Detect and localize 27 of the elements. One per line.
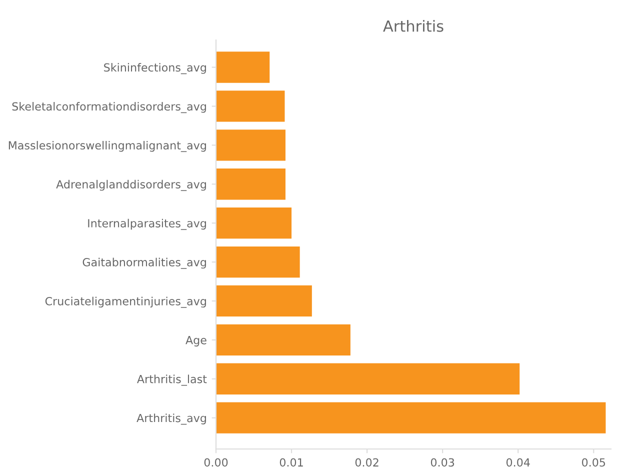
bar — [216, 130, 286, 161]
y-tick-label: Skininfections_avg — [104, 63, 206, 74]
x-tick-label: 0.01 — [280, 458, 303, 467]
y-tick-label: Masslesionorswellingmalignant_avg — [8, 140, 206, 152]
y-tick-label: Cruciateligamentinjuries_avg — [45, 296, 206, 308]
x-tick-label: 0.03 — [430, 458, 454, 467]
bar — [216, 207, 292, 239]
bar — [216, 402, 606, 434]
y-tick-label: Arthritis_last — [137, 374, 207, 386]
y-tick-label: Internalparasites_avg — [88, 218, 206, 230]
y-tick-label: Age — [186, 336, 206, 346]
y-tick-label: Adrenalglanddisorders_avg — [56, 180, 206, 191]
bar — [216, 90, 285, 122]
bar — [216, 324, 350, 356]
bar — [216, 52, 270, 83]
x-tick-label: 0.04 — [506, 458, 530, 467]
bar — [216, 363, 520, 394]
y-tick-label: Arthritis_avg — [136, 414, 206, 425]
x-tick-label: 0.02 — [355, 458, 378, 467]
y-tick-label: Skeletalconformationdisorders_avg — [12, 102, 206, 114]
x-tick-label: 0.05 — [582, 458, 606, 467]
chart-title: Arthritis — [383, 20, 444, 32]
y-tick-label: Gaitabnormalities_avg — [82, 258, 206, 269]
bar — [216, 168, 286, 200]
bar — [216, 285, 312, 317]
bar — [216, 246, 300, 278]
x-tick-label: 0.00 — [204, 458, 228, 467]
